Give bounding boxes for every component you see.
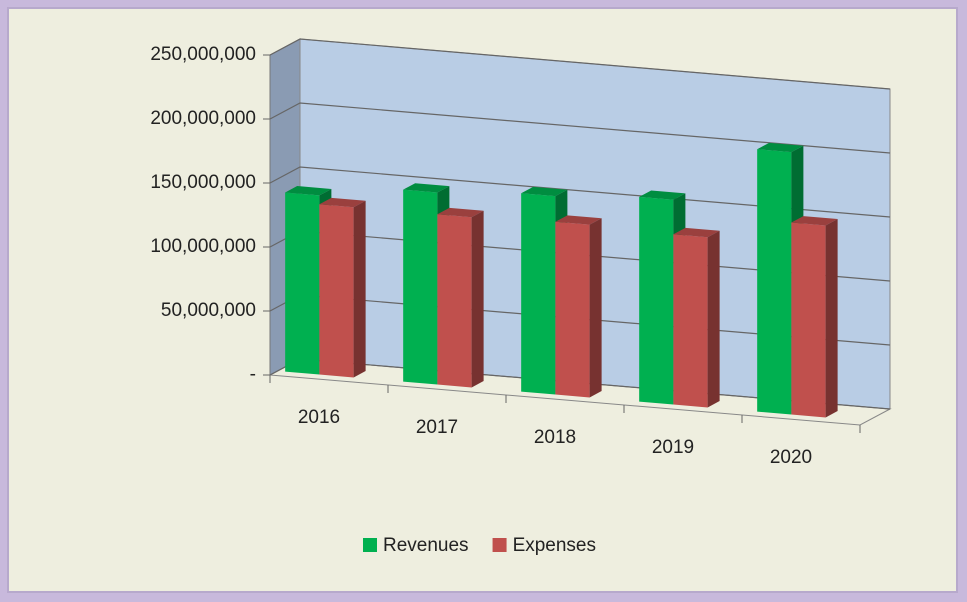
bar-side xyxy=(825,219,838,418)
legend-label: Expenses xyxy=(513,535,596,556)
x-tick-label: 2019 xyxy=(652,437,694,458)
bar-top xyxy=(285,186,332,196)
bar xyxy=(437,207,484,388)
y-tick-label: 250,000,000 xyxy=(150,44,256,65)
grid-line xyxy=(269,38,891,90)
bar-side xyxy=(589,218,602,398)
legend-swatch xyxy=(492,538,507,552)
bar-front xyxy=(521,193,556,395)
y-tick-label: 100,000,000 xyxy=(150,236,256,257)
bar-front xyxy=(319,204,354,378)
bar-top xyxy=(791,216,838,226)
bar-front xyxy=(403,189,438,385)
bar-side xyxy=(707,230,720,408)
bar-top xyxy=(757,142,804,153)
bar-top xyxy=(673,227,720,238)
legend-swatch xyxy=(363,538,377,552)
grid-line xyxy=(269,166,891,218)
y-tick-label: - xyxy=(250,364,256,385)
grid-line xyxy=(269,102,891,154)
bar-top xyxy=(555,215,602,225)
x-tick-label: 2017 xyxy=(416,417,458,438)
bar-front xyxy=(639,196,674,405)
bar-side xyxy=(353,200,366,378)
bar-top xyxy=(639,190,686,200)
bar-top xyxy=(437,207,484,218)
bar-front xyxy=(791,222,826,418)
x-tick-label: 2016 xyxy=(298,407,340,428)
bar-front xyxy=(437,214,472,388)
y-tick-label: 50,000,000 xyxy=(161,300,256,321)
bar-front xyxy=(673,234,708,408)
legend-label: Revenues xyxy=(383,535,469,556)
bar-side xyxy=(471,210,484,388)
bar-top xyxy=(521,186,568,197)
bar-top xyxy=(319,197,366,208)
x-tick-label: 2018 xyxy=(534,427,576,448)
bar-top xyxy=(403,183,450,193)
bar xyxy=(555,215,602,398)
bar-front xyxy=(757,149,792,415)
bar xyxy=(673,227,720,408)
y-tick-label: 200,000,000 xyxy=(150,108,256,129)
bar xyxy=(791,216,838,418)
bar-front xyxy=(555,221,590,398)
y-tick-label: 150,000,000 xyxy=(150,172,256,193)
bar-front xyxy=(285,192,320,375)
x-tick-label: 2020 xyxy=(770,447,812,468)
bar xyxy=(319,197,366,378)
